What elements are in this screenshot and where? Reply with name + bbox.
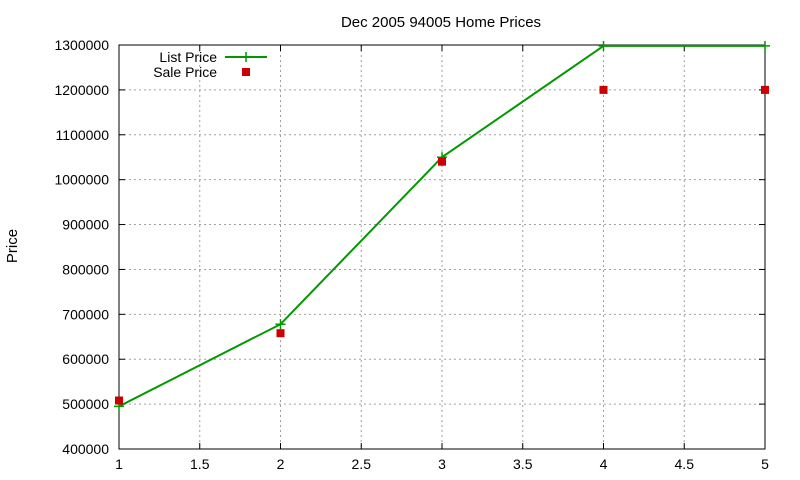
y-tick-label: 500000 xyxy=(62,396,109,412)
x-tick-label: 1 xyxy=(115,456,123,472)
y-tick-label: 800000 xyxy=(62,261,109,277)
legend-swatch-marker xyxy=(241,52,251,62)
series-sale-price xyxy=(115,85,769,405)
y-tick-label: 400000 xyxy=(62,441,109,457)
data-point xyxy=(598,40,609,51)
y-tick-label: 1300000 xyxy=(54,37,109,53)
y-tick-label: 1000000 xyxy=(54,172,109,188)
legend-label: List Price xyxy=(159,49,217,65)
y-tick-label: 700000 xyxy=(62,306,109,322)
legend-swatch-marker xyxy=(242,68,250,76)
grid-layer xyxy=(119,45,765,449)
data-point xyxy=(276,329,285,338)
x-tick-label: 4.5 xyxy=(675,456,695,472)
data-point xyxy=(599,85,608,94)
y-tick-label: 900000 xyxy=(62,217,109,233)
data-point xyxy=(761,85,769,94)
x-tick-label: 2.5 xyxy=(352,456,372,472)
data-point xyxy=(115,396,123,405)
chart-title: Dec 2005 94005 Home Prices xyxy=(341,14,541,31)
y-tick-label: 1100000 xyxy=(56,127,110,143)
y-tick-label: 600000 xyxy=(62,351,109,367)
x-tick-label: 4 xyxy=(600,456,608,472)
series-layer xyxy=(114,40,770,412)
series-list-price xyxy=(114,40,770,412)
y-tick-label: 1200000 xyxy=(54,82,109,98)
ticks-layer: 1 1.5 2 2.5 3 3.5 4 4.5 5 400000 500000 600000 70000… xyxy=(54,37,769,472)
legend-label: Sale Price xyxy=(153,64,217,80)
x-tick-label: 1.5 xyxy=(190,456,210,472)
x-tick-label: 2 xyxy=(277,456,285,472)
x-tick-label: 5 xyxy=(761,456,769,472)
data-point xyxy=(275,319,286,330)
data-point xyxy=(760,40,770,51)
x-tick-label: 3 xyxy=(438,456,446,472)
x-tick-label: 3.5 xyxy=(513,456,533,472)
y-axis-label: Price xyxy=(4,229,21,263)
data-point xyxy=(438,157,446,166)
